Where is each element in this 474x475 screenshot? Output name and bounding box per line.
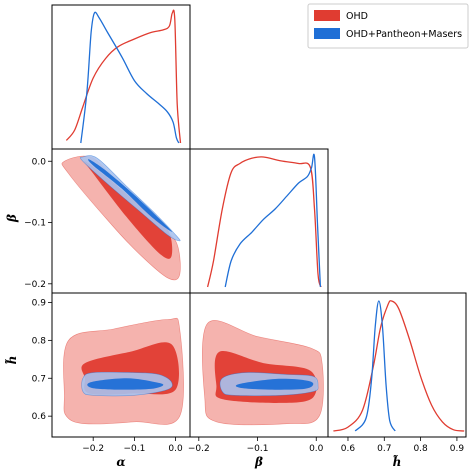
legend-swatch-ohd [314, 10, 340, 21]
contour-68-alpha_h-combined [87, 378, 164, 390]
legend: OHD OHD+Pantheon+Masers [307, 3, 469, 49]
joint-panel-alpha_h [51, 292, 191, 438]
y-tick-label-beta: 0.0 [32, 157, 47, 167]
y-tick-label-h: 0.8 [32, 336, 47, 346]
x-tick-label-h: 0.6 [341, 444, 356, 454]
x-tick-label-beta: −0.2 [188, 444, 210, 454]
x-tick-label-h: 0.9 [450, 444, 465, 454]
contour-68-alpha_beta-combined [88, 159, 173, 232]
marginal-panel-alpha [51, 4, 191, 150]
marginal-curve-h-ohd [333, 300, 465, 432]
y-tick-label-h: 0.6 [32, 412, 47, 422]
x-tick-label-alpha: −0.1 [123, 444, 145, 454]
y-axis-label-beta: β [5, 214, 19, 223]
marginal-curve-alpha-combined [80, 11, 180, 144]
legend-swatch-combined [314, 28, 340, 39]
x-tick-label-h: 0.8 [413, 444, 428, 454]
y-tick-label-h: 0.9 [32, 298, 47, 308]
joint-frame-beta_h [189, 292, 329, 438]
legend-label-combined: OHD+Pantheon+Masers [346, 29, 462, 40]
marginal-curve-h-combined [354, 300, 396, 432]
x-tick-label-beta: −0.1 [247, 444, 269, 454]
ticks-layer: −0.2 −0.1 0.0 −0.2 −0.1 0.0 0.6 0.7 0.8 0.9 −0.2 −0… [24, 157, 464, 454]
marginal-curve-beta-combined [224, 153, 322, 288]
y-axis-label-h: h̃ [4, 356, 19, 365]
y-tick-label-beta: −0.1 [24, 219, 46, 229]
legend-frame [307, 3, 469, 49]
x-axis-label-alpha: α [116, 455, 125, 469]
contour-68-alpha_beta-ohd [84, 161, 173, 259]
legend-label-ohd: OHD [346, 11, 368, 22]
marginal-curve-alpha-ohd [65, 9, 182, 144]
marginal-frame-h [327, 292, 467, 438]
marginal-panel-beta [189, 148, 329, 294]
panels-layer [51, 4, 467, 438]
contour-68-beta_h-combined [235, 378, 314, 390]
x-tick-label-beta: 0.0 [309, 444, 324, 454]
y-tick-label-h: 0.7 [32, 374, 46, 384]
joint-panel-beta_h [189, 292, 329, 438]
x-tick-label-alpha: −0.2 [82, 444, 104, 454]
x-tick-label-alpha: 0.0 [168, 444, 183, 454]
x-tick-label-h: 0.7 [377, 444, 391, 454]
x-axis-label-h: h̃ [393, 454, 402, 469]
contour-95-alpha_beta-ohd [61, 155, 181, 281]
joint-panel-alpha_beta [51, 148, 191, 294]
marginal-panel-h [327, 292, 467, 438]
marginal-curve-beta-ohd [206, 156, 322, 288]
y-tick-label-beta: −0.2 [24, 280, 46, 290]
x-axis-label-beta: β [254, 455, 263, 469]
